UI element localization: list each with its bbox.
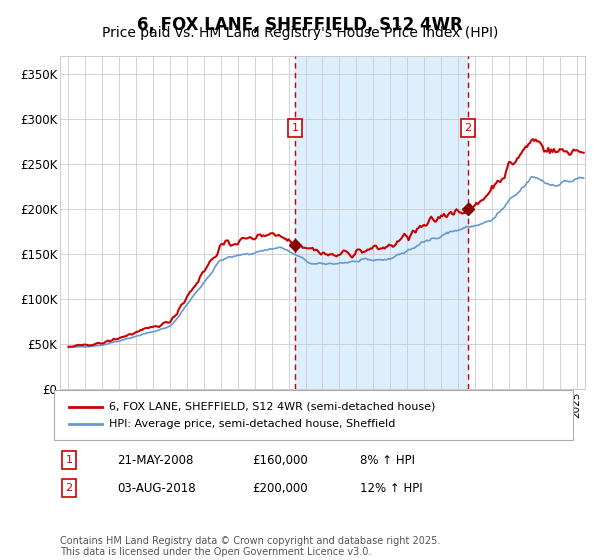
Text: £160,000: £160,000 [252,454,308,467]
Text: 2: 2 [65,483,73,493]
Text: 8% ↑ HPI: 8% ↑ HPI [360,454,415,467]
Text: 1: 1 [65,455,73,465]
Text: 1: 1 [292,123,299,133]
Text: 6, FOX LANE, SHEFFIELD, S12 4WR (semi-detached house): 6, FOX LANE, SHEFFIELD, S12 4WR (semi-de… [109,402,436,412]
Text: 6, FOX LANE, SHEFFIELD, S12 4WR: 6, FOX LANE, SHEFFIELD, S12 4WR [137,16,463,34]
Text: 12% ↑ HPI: 12% ↑ HPI [360,482,422,495]
Text: Price paid vs. HM Land Registry's House Price Index (HPI): Price paid vs. HM Land Registry's House … [102,26,498,40]
Text: 21-MAY-2008: 21-MAY-2008 [117,454,193,467]
Text: Contains HM Land Registry data © Crown copyright and database right 2025.
This d: Contains HM Land Registry data © Crown c… [60,535,440,557]
Bar [295,56,468,389]
Text: £200,000: £200,000 [252,482,308,495]
Text: 2: 2 [464,123,472,133]
Text: 03-AUG-2018: 03-AUG-2018 [117,482,196,495]
Text: HPI: Average price, semi-detached house, Sheffield: HPI: Average price, semi-detached house,… [109,419,395,429]
